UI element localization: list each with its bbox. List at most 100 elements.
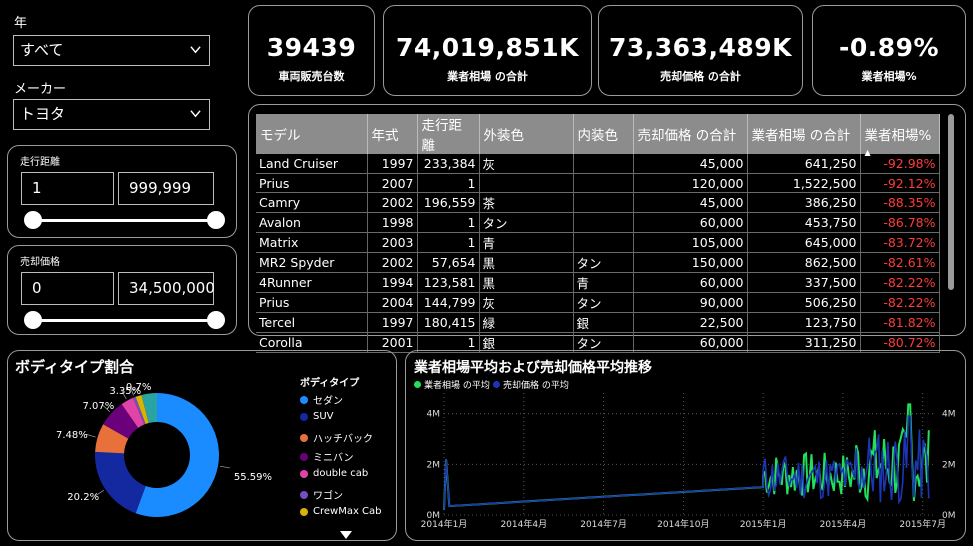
cell-model: Prius: [256, 173, 368, 194]
table-row[interactable]: Tercel 1997 180,415 緑銀 22,500 123,750 -81.82%: [256, 312, 940, 334]
legend-more-button[interactable]: [339, 525, 353, 539]
cell-sale-price: 22,500: [633, 312, 748, 334]
cell-year: 1994: [367, 272, 418, 294]
table-row[interactable]: Prius 2004 144,799 灰タン 90,000 506,250 -82.22%: [256, 292, 940, 314]
cell-model: Camry: [256, 192, 368, 214]
donut-slice[interactable]: [121, 397, 145, 428]
maker-dropdown[interactable]: トヨタ: [13, 99, 210, 130]
legend-item[interactable]: セダン: [300, 392, 343, 407]
column-header-exterior-color[interactable]: 外装色: [479, 114, 574, 154]
column-header-sale-price[interactable]: 売却価格 の合計: [633, 114, 748, 154]
body-type-title: ボディタイプ割合: [15, 358, 134, 376]
legend-title: ボディタイプ: [300, 378, 360, 389]
donut-slice[interactable]: [135, 394, 149, 425]
sort-ascending-icon: ▲: [864, 148, 871, 157]
y-tick-label: 0M: [942, 511, 956, 521]
cell-market-pct: -82.61%: [860, 252, 940, 274]
cell-model: Prius: [256, 292, 368, 314]
mileage-slicer: 走行距離 1 999,999: [7, 145, 237, 238]
donut-slice[interactable]: [141, 393, 157, 424]
cell-interior-color: [573, 212, 634, 234]
legend-label: SUV: [313, 411, 334, 422]
mileage-slider-min-handle[interactable]: [24, 211, 42, 229]
cell-year: 2001: [367, 332, 418, 354]
cell-exterior-color: 灰: [479, 154, 574, 174]
mileage-max-input[interactable]: 999,999: [118, 172, 214, 205]
cell-market-price: 337,500: [747, 272, 861, 294]
legend-item[interactable]: double cab: [300, 468, 368, 479]
cell-market-price: 862,500: [747, 252, 861, 274]
donut-leader-line: [85, 433, 96, 438]
cell-market-pct: -88.35%: [860, 192, 940, 214]
cell-sale-price: 45,000: [633, 154, 748, 174]
donut-slice[interactable]: [95, 424, 129, 454]
donut-slice[interactable]: [135, 393, 219, 517]
legend-item[interactable]: ミニバン: [300, 449, 354, 464]
cell-mileage: 233,384: [417, 154, 480, 174]
cell-exterior-color: タン: [479, 212, 574, 234]
price-slider-min-handle[interactable]: [24, 311, 42, 329]
cell-sale-price: 120,000: [633, 173, 748, 194]
price-label: 売却価格: [20, 257, 60, 268]
legend-item[interactable]: ワゴン: [300, 487, 343, 502]
legend-item[interactable]: CrewMax Cab: [300, 506, 382, 517]
cell-model: 4Runner: [256, 272, 368, 294]
price-max-input[interactable]: 34,500,000: [118, 272, 215, 305]
donut-data-label: 20.2%: [67, 492, 99, 503]
legend-item[interactable]: SUV: [300, 411, 334, 422]
x-tick-label: 2014年1月: [421, 518, 468, 530]
table-row[interactable]: Corolla 2001 1 銀タン 60,000 311,250 -80.72%: [256, 332, 940, 354]
price-min-input[interactable]: 0: [21, 272, 114, 305]
legend-label: セダン: [313, 396, 343, 407]
column-header-mileage[interactable]: 走行距離: [417, 114, 480, 154]
legend-label: ワゴン: [313, 491, 343, 502]
maker-filter-label: メーカー: [14, 82, 67, 97]
table-row[interactable]: MR2 Spyder 2002 57,654 黒タン 150,000 862,500 -82…: [256, 252, 940, 274]
table-row[interactable]: Avalon 1998 1 タン 60,000 453,750 -86.78%: [256, 212, 940, 234]
column-header-interior-color[interactable]: 内装色: [573, 114, 634, 154]
cell-market-price: 1,522,500: [747, 173, 861, 194]
cell-market-price: 453,750: [747, 212, 861, 234]
mileage-slider-max-handle[interactable]: [207, 211, 225, 229]
table-row[interactable]: 4Runner 1994 123,581 黒青 60,000 337,500 -82.22%: [256, 272, 940, 294]
donut-slice[interactable]: [103, 404, 139, 439]
cell-market-pct: -80.72%: [860, 332, 940, 354]
table-scrollbar[interactable]: [948, 114, 954, 290]
legend-item[interactable]: ハッチバック: [300, 430, 373, 445]
series-legend-label: 業者相場 の平均: [424, 381, 490, 391]
column-header-year[interactable]: 年式: [367, 114, 418, 154]
cell-year: 1998: [367, 212, 418, 234]
column-header-market-pct[interactable]: 業者相場% ▲: [860, 114, 940, 157]
table-row[interactable]: Matrix 2003 1 青 105,000 645,000 -83.72%: [256, 232, 940, 254]
cell-exterior-color: 灰: [479, 292, 574, 314]
cell-exterior-color: [479, 173, 574, 194]
mileage-min-input[interactable]: 1: [21, 172, 114, 205]
legend-swatch: [300, 452, 308, 461]
column-header-market-price[interactable]: 業者相場 の合計: [747, 114, 861, 154]
kpi-caption: 業者相場%: [861, 70, 917, 83]
cell-interior-color: [573, 232, 634, 254]
cell-year: 2003: [367, 232, 418, 254]
donut-leader-line: [95, 490, 104, 497]
y-tick-label: 2M: [942, 460, 956, 470]
donut-slice[interactable]: [133, 396, 146, 425]
trend-line-chart: 0M 0M 2M 2M 4M 4M 2014年1月 2014年4月 2014年7月 2014年10…: [421, 393, 956, 530]
cell-interior-color: [573, 192, 634, 214]
cell-interior-color: タン: [573, 252, 634, 274]
legend-label: ハッチバック: [313, 434, 373, 445]
cell-market-price: 641,250: [747, 154, 861, 174]
table-row[interactable]: Camry 2002 196,559 茶 45,000 386,250 -88.35%: [256, 192, 940, 214]
year-dropdown[interactable]: すべて: [13, 35, 210, 66]
legend-label: double cab: [313, 468, 369, 479]
cell-year: 1997: [367, 154, 418, 174]
donut-slice[interactable]: [94, 451, 146, 514]
legend-label: CrewMax Cab: [313, 506, 382, 517]
column-header-model[interactable]: モデル: [256, 114, 368, 154]
cell-market-pct: -81.82%: [860, 312, 940, 334]
year-dropdown-value: すべて: [20, 41, 64, 59]
cell-market-pct: -92.12%: [860, 173, 940, 194]
table-row[interactable]: Land Cruiser 1997 233,384 灰 45,000 641,250 -92…: [256, 154, 940, 174]
cell-market-pct: -82.22%: [860, 292, 940, 314]
price-slider-max-handle[interactable]: [207, 311, 225, 329]
table-row[interactable]: Prius 2007 1 120,000 1,522,500 -92.12%: [256, 173, 940, 194]
